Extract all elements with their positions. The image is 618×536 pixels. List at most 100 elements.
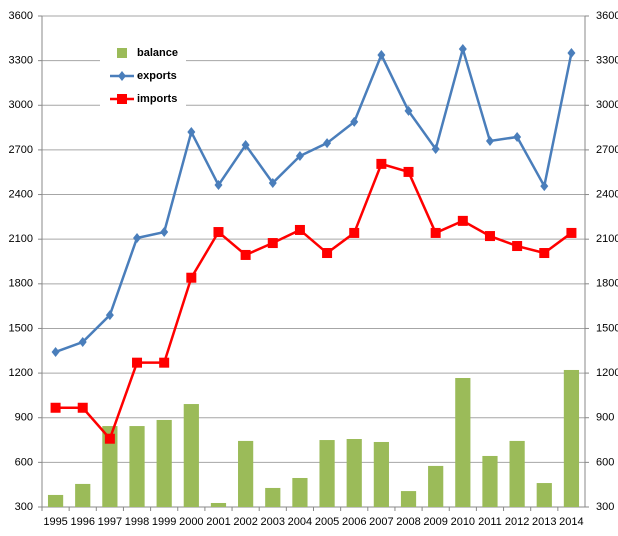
point [404, 105, 413, 116]
x-tick-label: 2007 [369, 516, 393, 528]
bar [102, 426, 118, 507]
y-tick-label: 2700 [9, 144, 33, 156]
point [295, 151, 304, 162]
point [78, 336, 87, 347]
bar [536, 483, 552, 507]
point [403, 166, 414, 177]
bar [183, 404, 199, 507]
point [268, 177, 277, 188]
y-tick-label: 3000 [9, 99, 33, 111]
point [105, 310, 114, 321]
x-tick-label: 2005 [315, 516, 339, 528]
point [117, 94, 127, 104]
bar [156, 419, 172, 507]
legend-label: exports [137, 70, 177, 82]
bar [373, 441, 389, 507]
y-tick-label: 900 [15, 412, 33, 424]
point [484, 231, 495, 242]
point [513, 131, 522, 142]
y-tick-label: 1800 [9, 278, 33, 290]
x-tick-label: 2003 [261, 516, 285, 528]
bar [238, 440, 254, 507]
x-tick-label: 2001 [206, 516, 230, 528]
x-tick-label: 2006 [342, 516, 366, 528]
bar [129, 426, 145, 507]
point [457, 215, 468, 226]
x-tick-label: 2004 [288, 516, 312, 528]
y-tick-label: 3600 [9, 10, 33, 22]
bar [265, 487, 281, 507]
point [458, 44, 467, 55]
y2-tick-label: 2100 [596, 233, 618, 245]
y2-tick-label: 600 [596, 456, 614, 468]
point [512, 241, 523, 252]
point [267, 238, 278, 249]
point [323, 138, 332, 149]
y2-tick-label: 300 [596, 501, 614, 513]
point [350, 116, 359, 127]
x-tick-label: 1997 [98, 516, 122, 528]
y-tick-label: 600 [15, 456, 33, 468]
point [566, 227, 577, 238]
point [160, 227, 169, 238]
legend-swatch [117, 48, 127, 58]
y2-tick-label: 1500 [596, 322, 618, 334]
y2-tick-label: 3600 [596, 10, 618, 22]
point [104, 433, 115, 444]
y-tick-label: 300 [15, 501, 33, 513]
point [240, 249, 251, 260]
y-tick-label: 1200 [9, 367, 33, 379]
y2-tick-label: 900 [596, 412, 614, 424]
bar [346, 439, 362, 507]
bar [319, 440, 335, 507]
x-tick-label: 2002 [233, 516, 257, 528]
y2-tick-label: 3300 [596, 55, 618, 67]
point [241, 139, 250, 150]
y-tick-label: 3300 [9, 55, 33, 67]
point [50, 402, 61, 413]
point [187, 127, 196, 138]
bar [400, 491, 417, 507]
point [118, 71, 126, 81]
point [159, 357, 170, 368]
bar [47, 494, 64, 507]
bar [563, 369, 580, 507]
point [186, 272, 197, 283]
x-tick-label: 2010 [451, 516, 475, 528]
bar [455, 378, 471, 507]
point [133, 232, 142, 243]
point [567, 48, 576, 59]
y2-tick-label: 3000 [596, 99, 618, 111]
y-tick-label: 2100 [9, 233, 33, 245]
point [485, 135, 494, 146]
y2-tick-label: 2400 [596, 188, 618, 200]
point [376, 158, 387, 169]
x-tick-label: 1996 [70, 516, 94, 528]
bar [292, 477, 308, 507]
x-tick-label: 1995 [43, 516, 67, 528]
legend: balance exports imports [100, 40, 186, 112]
point [213, 227, 224, 238]
y2-tick-label: 1200 [596, 367, 618, 379]
point [539, 248, 550, 259]
y2-tick-label: 1800 [596, 278, 618, 290]
legend-label: imports [137, 93, 177, 105]
point [77, 402, 88, 413]
x-tick-label: 2009 [423, 516, 447, 528]
y2-tick-label: 2700 [596, 144, 618, 156]
x-tick-label: 1998 [125, 516, 149, 528]
point [132, 357, 143, 368]
bar [75, 483, 91, 507]
x-tick-label: 2011 [478, 516, 502, 528]
point [322, 248, 333, 259]
x-tick-label: 2008 [396, 516, 420, 528]
x-tick-label: 2014 [559, 516, 583, 528]
point [214, 180, 223, 191]
point [349, 227, 360, 238]
point [431, 144, 440, 155]
line [55, 162, 573, 442]
x-tick-label: 2012 [505, 516, 529, 528]
x-tick-label: 2000 [179, 516, 203, 528]
point [51, 346, 60, 357]
